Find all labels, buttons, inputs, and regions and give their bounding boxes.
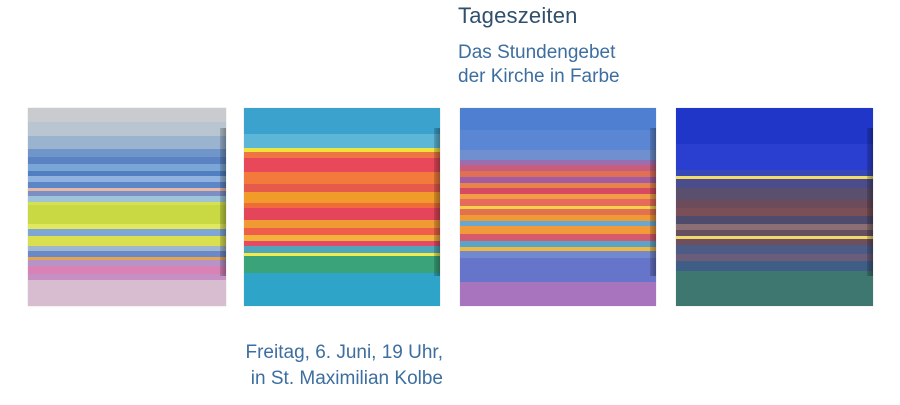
color-stripe: [460, 108, 656, 130]
color-stripe: [244, 253, 440, 256]
color-stripe: [244, 108, 440, 134]
color-stripe: [460, 150, 656, 160]
painting-edge-shadow: [434, 128, 440, 276]
color-stripe: [244, 246, 440, 253]
color-stripe: [244, 134, 440, 148]
event-date: Freitag, 6. Juni, 19 Uhr,: [245, 342, 444, 363]
color-stripe: [28, 260, 226, 266]
painting-3: [460, 108, 656, 306]
color-stripe: [460, 199, 656, 206]
color-stripe: [676, 188, 873, 200]
color-stripe: [28, 229, 226, 236]
color-stripe: [460, 206, 656, 209]
color-stripe: [676, 179, 873, 188]
color-stripe: [244, 228, 440, 235]
color-stripe: [676, 261, 873, 271]
color-stripe: [28, 224, 226, 229]
color-stripe: [28, 196, 226, 202]
color-stripe: [28, 171, 226, 176]
color-stripe: [676, 170, 873, 176]
event-location: in St. Maximilian Kolbe: [250, 368, 443, 389]
color-stripe: [460, 183, 656, 188]
color-stripe: [460, 209, 656, 215]
color-stripe: [676, 230, 873, 236]
painting-1: [28, 108, 226, 306]
subtitle: Das Stundengebet der Kirche in Farbe: [458, 41, 620, 89]
color-stripe: [676, 236, 873, 239]
color-stripe: [460, 247, 656, 251]
color-stripe: [28, 164, 226, 171]
subtitle-line-2: der Kirche in Farbe: [458, 66, 620, 87]
color-stripe: [244, 235, 440, 241]
color-stripe: [28, 149, 226, 157]
color-stripe: [460, 215, 656, 221]
color-stripe: [28, 257, 226, 260]
page-title: Tageszeiten: [458, 3, 578, 28]
color-stripe: [244, 192, 440, 203]
color-stripe: [460, 130, 656, 150]
color-stripe: [28, 182, 226, 188]
color-stripe: [460, 188, 656, 194]
color-stripe: [244, 158, 440, 172]
color-stripe: [460, 234, 656, 241]
color-stripe: [28, 108, 226, 122]
color-stripe: [28, 236, 226, 246]
color-stripe: [460, 194, 656, 199]
color-stripe: [676, 271, 873, 306]
color-stripe: [244, 172, 440, 184]
color-stripe: [460, 165, 656, 171]
color-stripe: [28, 266, 226, 274]
color-stripe: [244, 208, 440, 220]
color-stripe: [676, 108, 873, 144]
color-stripe: [676, 144, 873, 170]
color-stripe: [676, 208, 873, 216]
color-stripe: [28, 246, 226, 251]
color-stripe: [28, 136, 226, 149]
color-stripe: [676, 216, 873, 224]
color-stripe: [460, 171, 656, 177]
color-stripe: [244, 273, 440, 306]
color-stripe: [244, 184, 440, 192]
color-stripe: [28, 280, 226, 306]
color-stripe: [28, 205, 226, 224]
color-stripe: [676, 200, 873, 208]
color-stripe: [244, 152, 440, 158]
painting-edge-shadow: [220, 128, 226, 276]
color-stripe: [676, 176, 873, 179]
color-stripe: [28, 251, 226, 257]
color-stripe: [460, 160, 656, 165]
color-stripe: [460, 226, 656, 234]
event-info: Freitag, 6. Juni, 19 Uhr, in St. Maximil…: [246, 340, 444, 392]
color-stripe: [244, 220, 440, 228]
color-stripe: [244, 256, 440, 273]
color-stripe: [460, 282, 656, 306]
color-stripe: [460, 221, 656, 226]
color-stripe: [28, 202, 226, 205]
color-stripe: [28, 122, 226, 136]
color-stripe: [244, 241, 440, 246]
color-stripe: [460, 251, 656, 258]
color-stripe: [676, 254, 873, 261]
color-stripe: [28, 157, 226, 164]
painting-edge-shadow: [867, 128, 873, 276]
painting-edge-shadow: [650, 128, 656, 276]
color-stripe: [28, 191, 226, 196]
color-stripe: [244, 203, 440, 208]
color-stripe: [676, 239, 873, 245]
color-stripe: [676, 224, 873, 230]
color-stripe: [460, 177, 656, 183]
painting-2: [244, 108, 440, 306]
color-stripe: [676, 245, 873, 254]
color-stripe: [460, 241, 656, 247]
color-stripe: [460, 258, 656, 282]
color-stripe: [244, 148, 440, 152]
color-stripe: [28, 188, 226, 191]
painting-4: [676, 108, 873, 306]
color-stripe: [28, 274, 226, 280]
color-stripe: [28, 176, 226, 182]
subtitle-line-1: Das Stundengebet: [458, 42, 616, 63]
